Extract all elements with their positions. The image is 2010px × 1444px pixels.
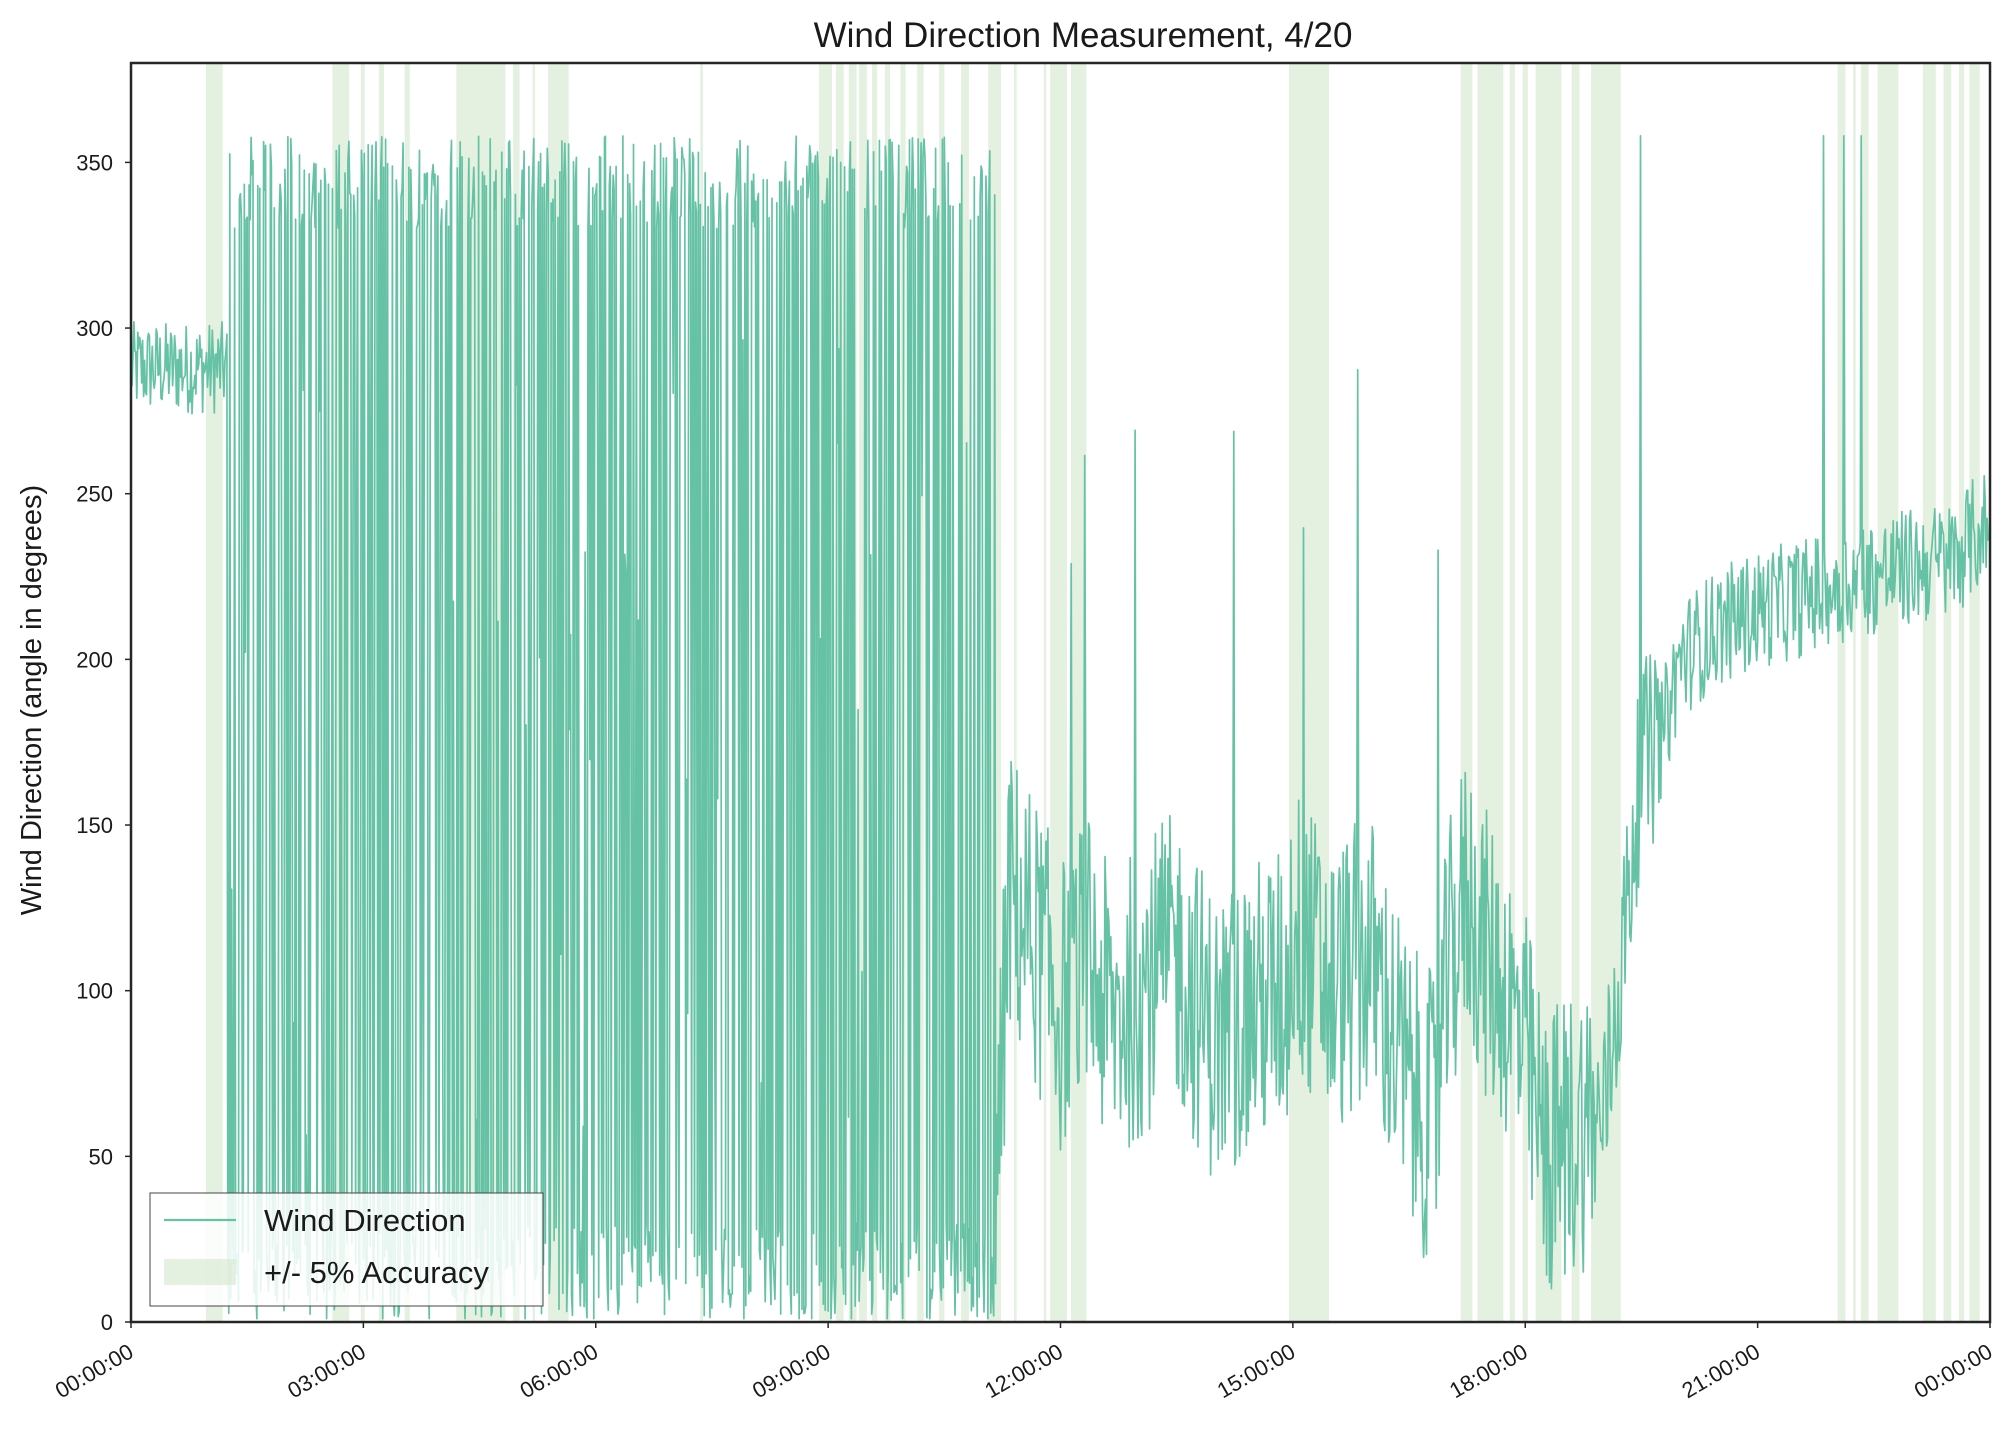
chart-title: Wind Direction Measurement, 4/20 <box>814 16 1353 55</box>
accuracy-band <box>1922 63 1936 1322</box>
y-tick-label: 150 <box>76 813 113 838</box>
y-tick-label: 350 <box>76 150 113 175</box>
y-tick-label: 300 <box>76 316 113 341</box>
wind-direction-line <box>130 135 1989 1320</box>
accuracy-band <box>884 63 891 1322</box>
y-tick-label: 100 <box>76 979 113 1004</box>
accuracy-band <box>513 63 520 1322</box>
accuracy-band <box>961 63 969 1322</box>
y-axis-label: Wind Direction (angle in degrees) <box>16 485 48 915</box>
legend-label-accuracy: +/- 5% Accuracy <box>264 1255 489 1290</box>
accuracy-band <box>1860 63 1869 1322</box>
y-tick-label: 0 <box>101 1310 113 1335</box>
accuracy-band <box>1571 63 1580 1322</box>
legend-label-wind-direction: Wind Direction <box>264 1203 466 1238</box>
accuracy-band <box>1853 63 1856 1322</box>
accuracy-band <box>205 63 223 1322</box>
accuracy-band <box>1460 63 1473 1322</box>
accuracy-band <box>1043 63 1047 1322</box>
accuracy-band <box>1943 63 1952 1322</box>
accuracy-band <box>1522 63 1528 1322</box>
y-tick-label: 250 <box>76 482 113 507</box>
accuracy-band <box>1070 63 1087 1322</box>
plot-frame <box>129 61 1992 1324</box>
wind-direction-series <box>130 135 1989 1320</box>
accuracy-band <box>1289 63 1330 1322</box>
accuracy-band <box>1050 63 1067 1322</box>
accuracy-band <box>859 63 867 1322</box>
accuracy-band <box>1837 63 1846 1322</box>
y-axis-ticks: 0 50 100 150 200 250 300 350 <box>76 150 131 1335</box>
accuracy-band <box>1959 63 1965 1322</box>
accuracy-band <box>1877 63 1899 1322</box>
accuracy-band <box>1014 63 1017 1322</box>
legend: Wind Direction +/- 5% Accuracy <box>149 1192 544 1307</box>
accuracy-band <box>1509 63 1515 1322</box>
accuracy-band <box>1477 63 1504 1322</box>
y-tick-label: 200 <box>76 647 113 672</box>
legend-band-swatch <box>164 1259 236 1285</box>
y-tick-label: 50 <box>89 1144 113 1169</box>
accuracy-band <box>1969 63 1980 1322</box>
legend-box <box>149 1192 544 1307</box>
